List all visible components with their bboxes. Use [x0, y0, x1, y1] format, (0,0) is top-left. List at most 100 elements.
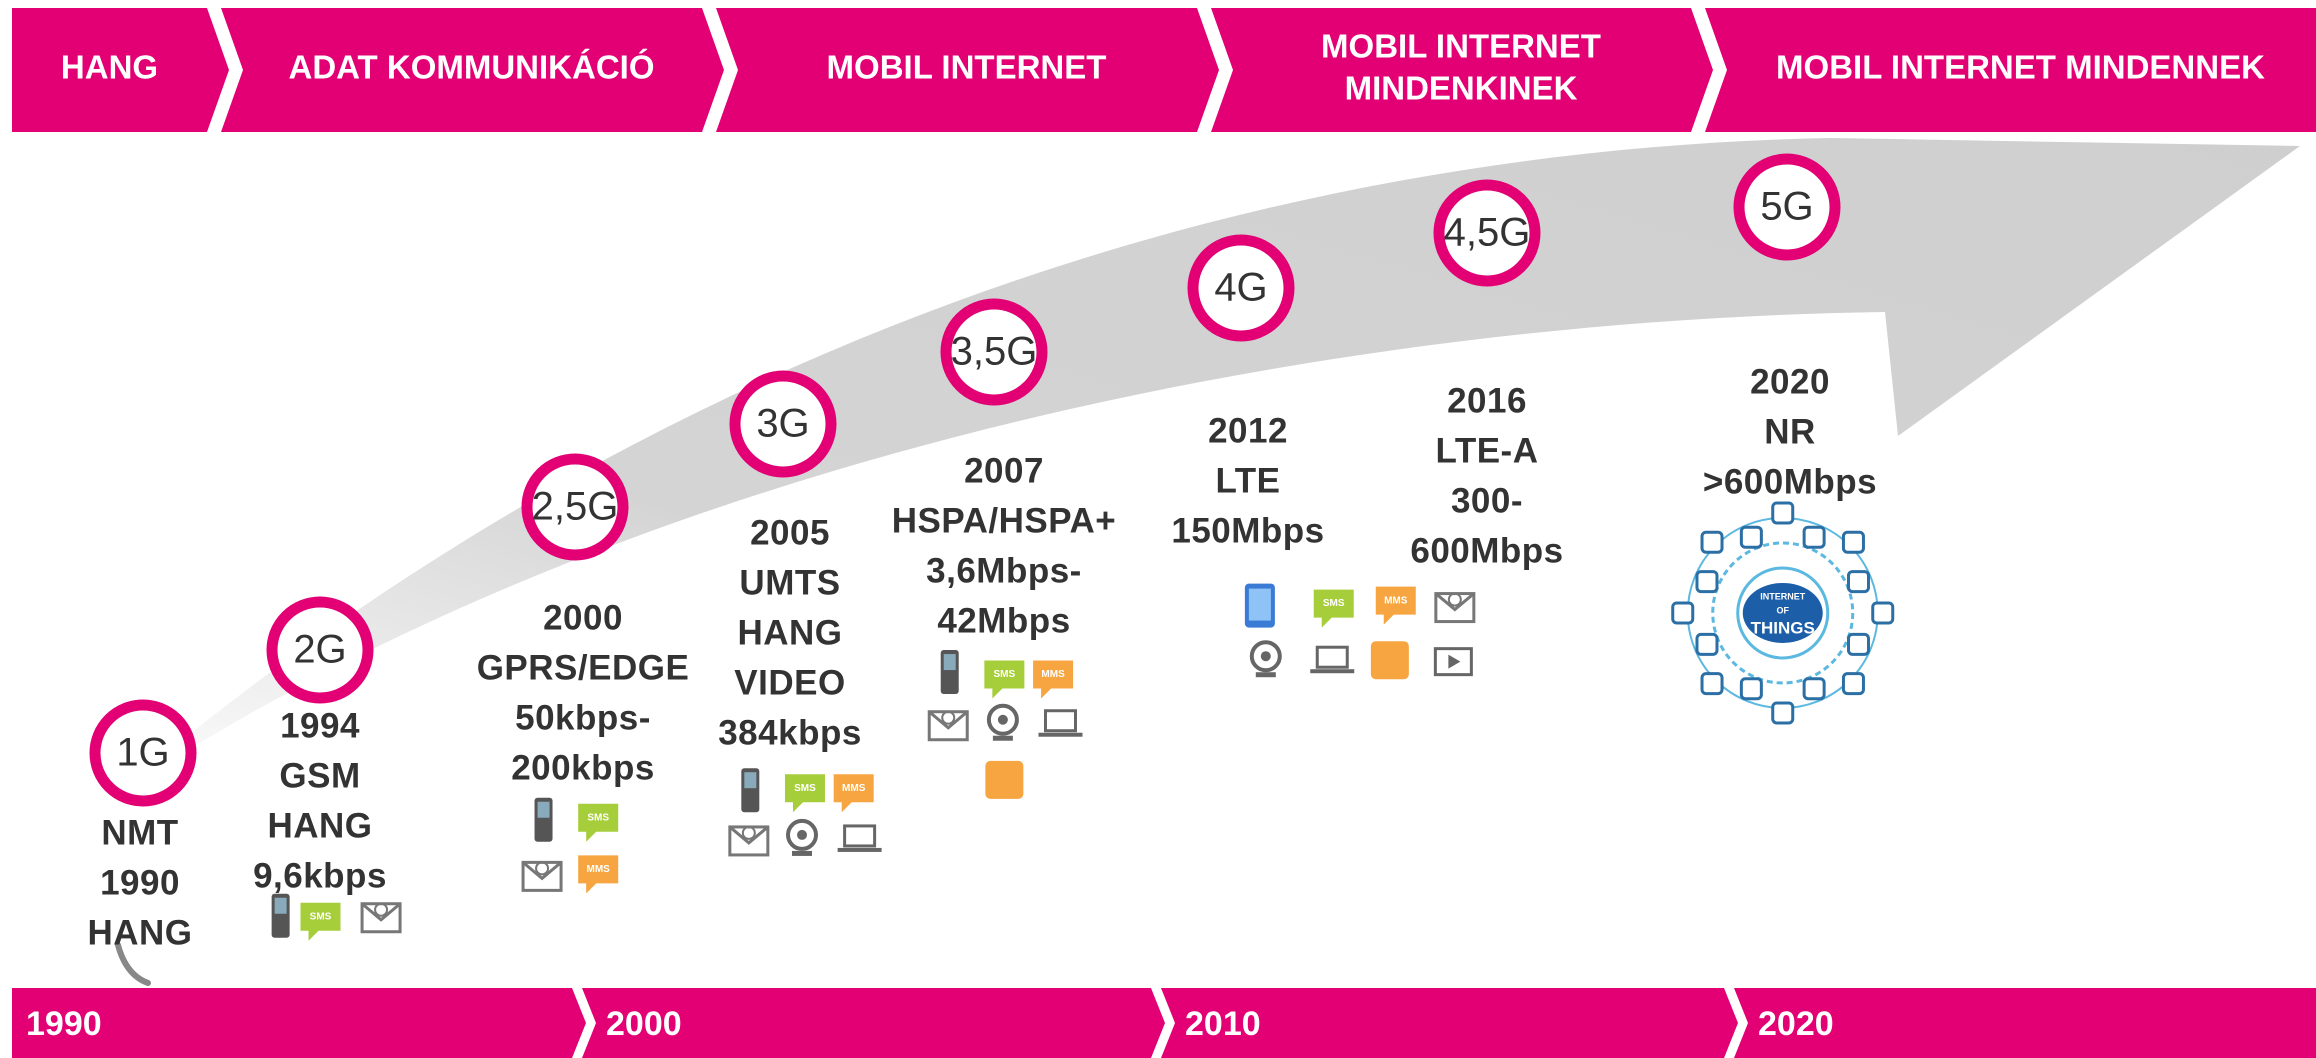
phase-label: MOBIL INTERNET MINDENNEK: [1776, 49, 2265, 86]
timeline-year: 2010: [1185, 1005, 1261, 1043]
generation-detail: 300-: [1451, 481, 1523, 520]
iot-device: [1846, 632, 1870, 656]
iot-device: [1739, 525, 1763, 549]
generation-detail: >600Mbps: [1703, 462, 1877, 501]
message-badge: [300, 902, 341, 941]
iot-core: [1742, 582, 1823, 643]
webcam-icon: [986, 703, 1019, 736]
generation-label: 4G: [1214, 266, 1267, 310]
phase-label: HANG: [61, 49, 158, 86]
generation-label: 4,5G: [1444, 211, 1531, 255]
tablet-screen: [1248, 588, 1271, 621]
phone-screen: [537, 801, 550, 818]
generation-detail: 2016: [1447, 381, 1527, 420]
phone-screen: [943, 654, 956, 671]
iot-device: [1802, 525, 1826, 549]
phase-label: ADAT KOMMUNIKÁCIÓ: [288, 49, 654, 86]
generation-detail: GSM: [279, 756, 360, 795]
iot-device: [1700, 530, 1724, 554]
badge-text: MMS: [1384, 595, 1408, 606]
iot-device: [1771, 701, 1795, 725]
badge-text: MMS: [842, 783, 866, 794]
message-badge: [833, 774, 874, 813]
generation-detail: UMTS: [739, 563, 840, 602]
iot-device: [1695, 632, 1719, 656]
badge-text: SMS: [794, 783, 816, 794]
laptop-base: [1310, 669, 1355, 674]
timeline-year: 2020: [1758, 1005, 1834, 1043]
laptop-icon: [843, 824, 877, 848]
iot-device: [1841, 672, 1865, 696]
message-badge: [1313, 589, 1354, 628]
generation-detail: 384kbps: [718, 713, 862, 752]
generation-circle: [1187, 234, 1295, 342]
generation-detail: 2020: [1750, 362, 1830, 401]
webcam-icon: [1249, 640, 1282, 673]
phase-chevron: [12, 8, 229, 132]
envelope-flap: [1434, 592, 1475, 612]
badge-text: MMS: [1041, 669, 1065, 680]
message-badge: [984, 660, 1025, 699]
at-sign: [374, 902, 389, 917]
generation-detail: 9,6kbps: [253, 856, 387, 895]
envelope-flap: [728, 825, 769, 845]
webcam-base: [792, 850, 813, 856]
iot-ring: [1711, 541, 1855, 685]
iot-device: [1841, 530, 1865, 554]
generation-detail: 150Mbps: [1171, 511, 1324, 550]
laptop-base: [837, 847, 882, 852]
generation-detail: 2005: [750, 513, 830, 552]
generation-detail: 1994: [280, 706, 360, 745]
badge-text: MMS: [587, 864, 611, 875]
generation-detail: 2007: [964, 451, 1044, 490]
badge-text: SMS: [1323, 598, 1345, 609]
timeline-year: 1990: [26, 1005, 102, 1043]
iot-device: [1695, 570, 1719, 594]
generation-detail: LTE-A: [1436, 431, 1539, 470]
message-badge: [578, 803, 619, 842]
message-badge: [578, 855, 619, 894]
message-badge: [1033, 660, 1074, 699]
generation-label: 3,5G: [951, 330, 1038, 374]
iot-device: [1771, 501, 1795, 525]
play-icon: [1448, 654, 1461, 669]
timeline-segment: [12, 988, 586, 1058]
envelope-flap: [361, 902, 402, 922]
generation-circle: [521, 453, 629, 561]
phase-label: MINDENKINEK: [1345, 70, 1578, 107]
webcam-base: [1255, 672, 1276, 678]
generation-detail: 1990: [100, 863, 180, 902]
timeline-year: 2000: [606, 1005, 682, 1043]
generation-detail: 50kbps-: [515, 698, 651, 737]
webcam-icon: [786, 818, 819, 851]
phone-screen: [744, 772, 757, 789]
iot-device: [1871, 601, 1895, 625]
timeline-segment: [1161, 988, 1738, 1058]
iot-device: [1700, 672, 1724, 696]
phone-screen: [274, 897, 287, 914]
apps-icon: [1370, 641, 1409, 680]
generation-detail: HANG: [87, 913, 192, 952]
generation-detail: 200kbps: [511, 748, 655, 787]
envelope-flap: [928, 710, 969, 730]
generation-detail: GPRS/EDGE: [477, 648, 690, 687]
webcam-lens: [1260, 651, 1271, 662]
at-sign: [535, 861, 550, 876]
generation-label: 3G: [756, 402, 809, 446]
generation-detail: 2000: [543, 598, 623, 637]
generation-label: 2,5G: [532, 485, 619, 529]
iot-device: [1846, 570, 1870, 594]
generation-detail: NMT: [101, 813, 178, 852]
generation-label: 5G: [1760, 185, 1813, 229]
generation-detail: 42Mbps: [937, 601, 1070, 640]
webcam-base: [992, 735, 1013, 741]
generation-circle: [89, 699, 197, 807]
growth-arrow: [110, 138, 2300, 800]
message-badge: [1375, 586, 1416, 625]
generation-circle: [1733, 153, 1841, 261]
generation-detail: NR: [1764, 412, 1816, 451]
webcam-lens: [797, 829, 808, 840]
presentation-icon: [1433, 647, 1473, 677]
